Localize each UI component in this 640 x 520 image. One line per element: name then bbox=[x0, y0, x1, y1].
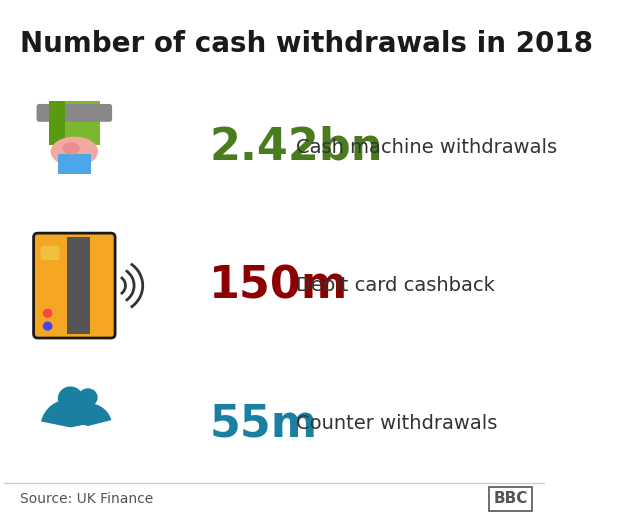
Text: Number of cash withdrawals in 2018: Number of cash withdrawals in 2018 bbox=[20, 30, 593, 58]
Wedge shape bbox=[41, 399, 100, 427]
Bar bbox=[67, 237, 81, 334]
Circle shape bbox=[43, 308, 52, 318]
Circle shape bbox=[58, 386, 83, 410]
Circle shape bbox=[43, 321, 52, 331]
Ellipse shape bbox=[51, 137, 98, 166]
Ellipse shape bbox=[63, 142, 80, 154]
Text: Counter withdrawals: Counter withdrawals bbox=[296, 414, 497, 433]
FancyBboxPatch shape bbox=[33, 233, 115, 338]
Text: 55m: 55m bbox=[209, 402, 317, 445]
Text: 2.42bn: 2.42bn bbox=[209, 126, 383, 169]
Text: 150m: 150m bbox=[209, 264, 349, 307]
Circle shape bbox=[78, 388, 98, 407]
Text: Cash machine withdrawals: Cash machine withdrawals bbox=[296, 138, 557, 157]
FancyBboxPatch shape bbox=[49, 101, 65, 145]
Text: Source: UK Finance: Source: UK Finance bbox=[20, 492, 154, 506]
Wedge shape bbox=[65, 403, 111, 426]
Bar bbox=[77, 237, 90, 334]
Text: BBC: BBC bbox=[493, 491, 528, 506]
FancyBboxPatch shape bbox=[58, 153, 91, 174]
Text: Debit card cashback: Debit card cashback bbox=[296, 276, 495, 295]
FancyBboxPatch shape bbox=[49, 101, 100, 145]
FancyBboxPatch shape bbox=[36, 104, 112, 122]
FancyBboxPatch shape bbox=[40, 246, 60, 260]
